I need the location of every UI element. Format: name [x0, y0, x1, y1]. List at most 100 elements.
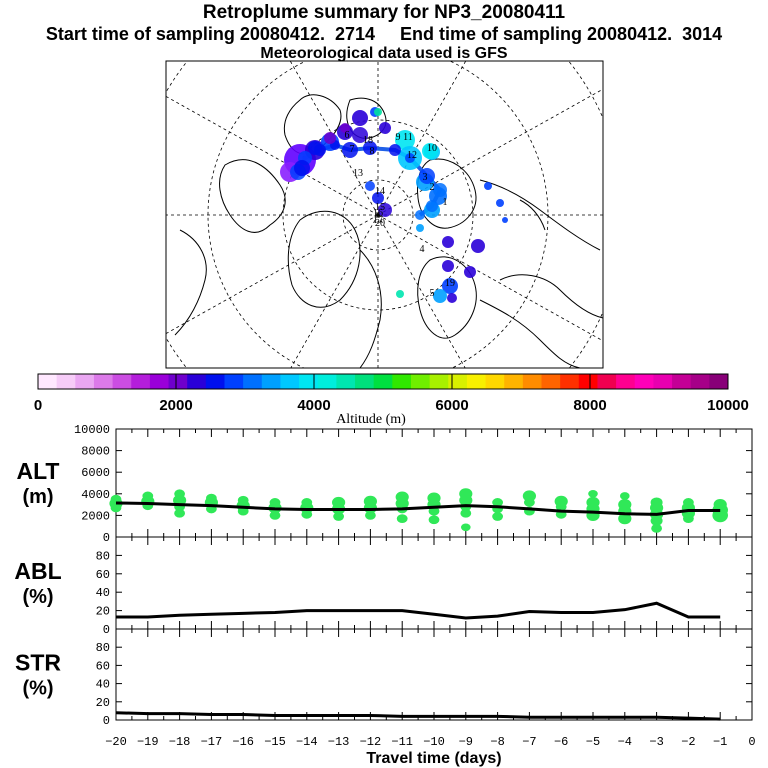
plume-centroid [365, 181, 375, 191]
plume-centroid [352, 127, 368, 143]
altitude-particle [174, 508, 186, 518]
plume-particle [496, 199, 504, 207]
coastline-russia-north [479, 179, 601, 251]
x-tick-label: −19 [137, 735, 159, 749]
x-tick-label: −18 [169, 735, 191, 749]
plume-particle [416, 224, 424, 232]
x-tick-label: −1 [713, 735, 727, 749]
y-tick-label: 60 [96, 659, 110, 673]
plume-centroid [419, 168, 435, 184]
colorbar-tick-label: 6000 [435, 397, 468, 414]
x-tick-label: −11 [391, 735, 413, 749]
y-tick-label: 2000 [81, 509, 110, 523]
plume-centroid [389, 144, 401, 156]
plume-particle [502, 217, 508, 223]
colorbar-swatch [299, 374, 319, 389]
colorbar-swatch [336, 374, 356, 389]
plume-day-label: 19 [445, 278, 455, 289]
colorbar-swatch [616, 374, 636, 389]
series-line [116, 601, 721, 620]
colorbar-swatch [504, 374, 524, 389]
altitude-particle [459, 494, 473, 506]
altitude-particle [683, 514, 694, 524]
plume-day-label: 7 [350, 144, 355, 155]
x-tick-label: −10 [423, 735, 445, 749]
colorbar-swatch [56, 374, 76, 389]
y-tick-label: 4000 [81, 488, 110, 502]
colorbar-swatch [709, 374, 729, 389]
x-tick-label: −8 [490, 735, 504, 749]
plume-particle [442, 260, 454, 272]
x-tick-label: −12 [360, 735, 382, 749]
colorbar-swatch [38, 374, 58, 389]
colorbar-swatch [261, 374, 281, 389]
plume-day-label: 20 [375, 218, 385, 229]
plume-particle [422, 143, 438, 159]
altitude-particle [555, 502, 567, 512]
plume-centroid [372, 192, 384, 204]
colorbar-swatch [373, 374, 393, 389]
plume-centroid [378, 203, 392, 217]
colorbar-swatch [93, 374, 114, 389]
y-axis-label: STR [15, 650, 61, 676]
y-axis-label: ALT [16, 458, 59, 484]
x-tick-label: −3 [649, 735, 663, 749]
x-tick-label: −9 [459, 735, 473, 749]
colorbar-swatch [75, 374, 95, 389]
altitude-particle [301, 509, 313, 519]
altitude-particle [522, 490, 537, 502]
plume-particle [442, 278, 458, 294]
x-tick-label: −20 [105, 735, 127, 749]
colorbar-swatch [168, 374, 188, 389]
plume-day-label: 6 [345, 130, 350, 141]
y-tick-label: 40 [96, 678, 110, 692]
colorbar-swatch [131, 374, 151, 389]
y-axis-label: ABL [14, 558, 61, 584]
colorbar-swatch [672, 374, 692, 389]
plume-day-label: 18 [363, 135, 373, 146]
colorbar-swatch [560, 374, 580, 389]
y-tick-label: 0 [103, 714, 110, 728]
plume-particle [464, 266, 476, 278]
colorbar-swatch [448, 374, 468, 389]
y-tick-label: 60 [96, 568, 110, 582]
colorbar-tick-label: 4000 [297, 397, 330, 414]
x-tick-label: −17 [201, 735, 223, 749]
plume-day-label: 3 [423, 172, 428, 183]
y-tick-label: 10000 [74, 423, 110, 437]
colorbar-swatch [205, 374, 225, 389]
altitude-particle [460, 508, 472, 518]
plume-day-label: 17 [373, 215, 383, 226]
plume-day-label: 2 [430, 182, 435, 193]
met-data-label: Meteorological data used is GFS [260, 45, 508, 62]
plume-centroid [294, 160, 310, 176]
y-axis-label: (%) [22, 678, 53, 700]
plume-centroid [415, 210, 425, 220]
altitude-particle [524, 498, 535, 507]
x-tick-label: −7 [522, 735, 536, 749]
plume-particle [447, 293, 457, 303]
y-tick-label: 6000 [81, 466, 110, 480]
y-tick-label: 8000 [81, 445, 110, 459]
colorbar-swatch [243, 374, 263, 389]
altitude-particle [588, 490, 598, 498]
plume-day-label: 10 [427, 143, 437, 154]
altitude-particle [492, 498, 503, 507]
colorbar-swatch [224, 374, 244, 389]
plume-centroid [405, 153, 415, 163]
x-tick-label: −5 [586, 735, 600, 749]
colorbar-swatch [112, 374, 132, 389]
colorbar-swatch [149, 374, 170, 389]
plume-particle [395, 130, 415, 150]
x-tick-label: −16 [232, 735, 254, 749]
altitude-particle [110, 503, 122, 513]
colorbar-tick-label: 8000 [573, 397, 606, 414]
colorbar-swatch [466, 374, 487, 389]
sampling-times: Start time of sampling 20080412. 2714 En… [0, 24, 768, 45]
colorbar-tick-label: 0 [34, 397, 42, 414]
panel-abl: 0 20 40 60 80 ABL(%) [14, 536, 753, 637]
end-time: End time of sampling 20080412. 3014 [400, 24, 723, 44]
panel-altitude: 0 2000 4000 6000 8000 10000 ALT(m) [16, 423, 753, 545]
y-tick-label: 80 [96, 549, 110, 563]
coastline-canada-west [174, 229, 207, 336]
